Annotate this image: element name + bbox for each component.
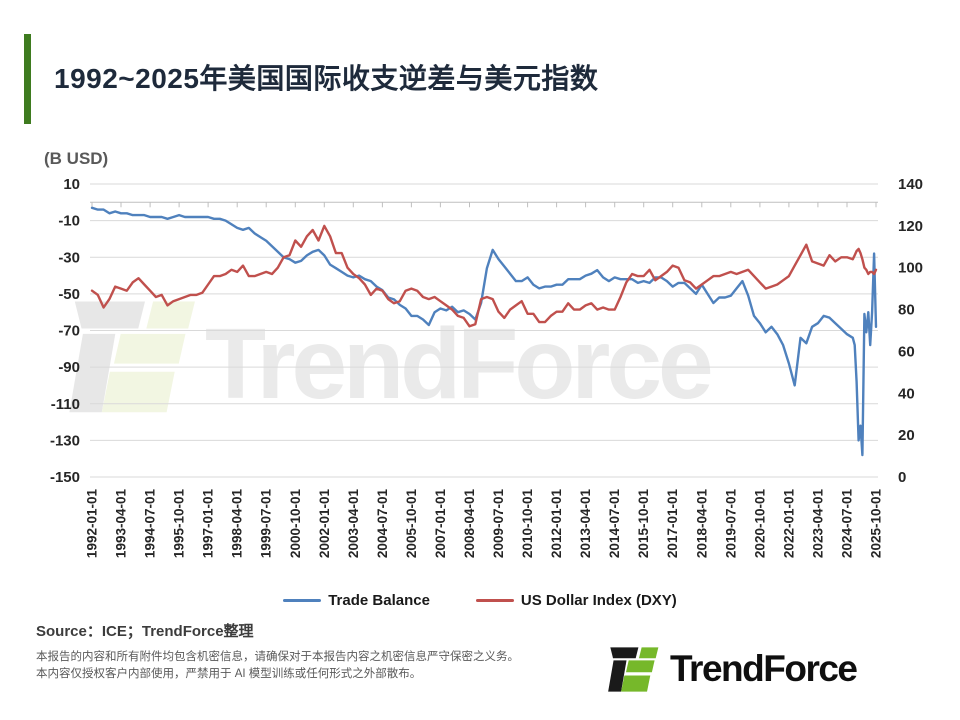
disclaimer-line-2: 本内容仅授权客户内部使用，严禁用于 AI 模型训练或任何形式之外部散布。 [36,668,422,680]
y-left-tick-label: -50 [58,286,80,303]
x-axis-tick-label: 2018-04-01 [694,489,709,559]
x-axis-tick-label: 2010-10-01 [520,489,535,559]
legend-marker-dxy [475,599,514,602]
x-axis-tick-label: 2004-07-01 [375,489,390,559]
x-axis-tick-label: 2023-04-01 [810,489,825,559]
x-axis-tick-label: 1998-04-01 [230,489,245,559]
x-axis-tick-label: 2019-07-01 [723,489,738,559]
y-right-tick-label: 60 [898,343,915,360]
x-axis-tick-label: 2024-07-01 [840,489,855,559]
title-accent-bar [24,34,31,124]
x-axis-tick-label: 2007-01-01 [433,489,448,559]
page-title: 1992~2025年美国国际收支逆差与美元指数 [54,63,599,94]
x-axis-tick-label: 1999-07-01 [259,489,274,559]
y-right-tick-label: 80 [898,302,915,319]
trendforce-logo-icon [608,647,659,692]
source-line: Source：ICE；TrendForce整理 [36,623,254,640]
y-left-tick-label: -30 [58,249,80,266]
disclaimer-line-1: 本报告的内容和所有附件均包含机密信息，请确保对于本报告内容之机密信息严守保密之义… [36,651,519,663]
y-left-tick-label: -150 [50,469,80,486]
y-right-tick-label: 0 [898,469,906,486]
x-axis-tick-label: 2020-10-01 [752,489,767,559]
x-axis-tick-label: 2015-10-01 [636,489,651,559]
y-right-tick-label: 40 [898,385,915,402]
chart-legend: Trade Balance US Dollar Index (DXY) [0,592,960,609]
y-left-tick-label: -130 [50,432,80,449]
x-axis-tick-label: 2014-07-01 [607,489,622,559]
x-axis-tick-label: 1993-04-01 [114,489,129,559]
x-axis-tick-label: 2012-01-01 [549,489,564,559]
y-right-tick-label: 140 [898,176,923,193]
x-axis-tick-label: 2008-04-01 [462,489,477,559]
x-axis-tick-label: 2003-04-01 [346,489,361,559]
watermark: TrendForce [69,301,715,420]
y-left-tick-label: -10 [58,213,80,230]
x-axis-tick-label: 2009-07-01 [491,489,506,559]
series-line-dxy [90,224,878,328]
y-right-tick-label: 20 [898,427,915,444]
x-axis-tick-label: 2013-04-01 [578,489,593,559]
y-left-tick-label: -110 [51,396,80,413]
watermark-logo-icon [69,301,195,413]
x-axis-tick-label: 2025-10-01 [869,489,884,559]
x-axis-tick-label: 2022-01-01 [781,489,796,559]
series-line-trade-balance [90,206,878,457]
x-axis-tick-label: 2005-10-01 [404,489,419,559]
legend-item-trade-balance: Trade Balance [283,592,430,609]
x-axis-tick-label: 2002-01-01 [317,489,332,559]
trendforce-logo-text: TrendForce [670,648,858,689]
legend-marker-trade-balance [283,599,322,602]
watermark-text: TrendForce [205,308,711,420]
y-left-tick-label: -90 [58,359,80,376]
y-right-tick-label: 100 [898,260,923,277]
y-right-tick-label: 120 [898,218,923,235]
trendforce-logo: TrendForce [606,642,858,696]
x-axis-tick-label: 1997-01-01 [201,489,216,559]
x-axis-tick-label: 1994-07-01 [143,489,158,559]
legend-item-dxy: US Dollar Index (DXY) [475,592,677,609]
y-left-tick-label: 10 [63,176,80,193]
legend-label-dxy: US Dollar Index (DXY) [520,592,677,609]
x-axis-tick-label: 2017-01-01 [665,489,680,559]
y-left-tick-label: -70 [58,323,80,340]
x-axis-tick-label: 2000-10-01 [288,489,303,559]
x-axis-tick-label: 1992-01-01 [85,489,100,559]
y-axis-unit-label: (B USD) [44,149,109,168]
x-axis-tick-label: 1995-10-01 [172,489,187,559]
legend-label-trade-balance: Trade Balance [328,592,430,609]
